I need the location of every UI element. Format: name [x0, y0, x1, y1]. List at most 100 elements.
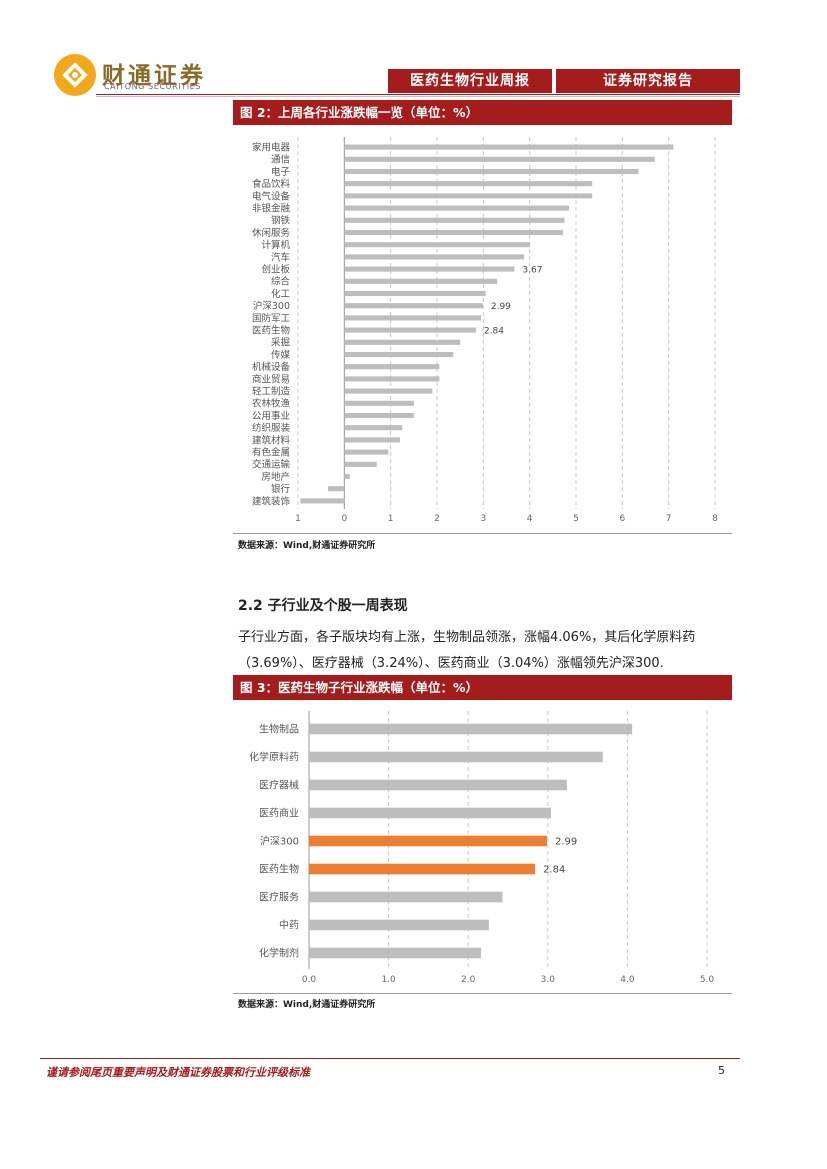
figure2-title: 图 2：上周各行业涨跌幅一览（单位：%）	[233, 100, 732, 125]
category-label: 食品饮料	[252, 178, 291, 190]
x-tick-label: 2	[434, 514, 440, 524]
category-label: 沪深300	[253, 300, 290, 312]
bar-e4baa4e9809ae8bf90e8be93	[344, 461, 377, 467]
bar-e5aeb6e794a8e794b5e599a8	[344, 144, 674, 150]
footer-disclaimer: 谨请参阅尾页重要声明及财通证券股票和行业评级标准	[46, 1066, 310, 1079]
category-label: 房地产	[261, 471, 290, 483]
category-label: 综合	[271, 276, 291, 288]
footer-divider	[40, 1058, 740, 1059]
x-tick-label: 3	[480, 514, 486, 524]
category-label: 计算机	[261, 239, 290, 251]
industry-change-bar-chart: 1 0 1 2 3 4 5 6 7 8 家用电器通信电子食品饮料电气设备非银金融钢铁休闲服务计算机汽…	[252, 137, 718, 524]
category-label: 电气设备	[252, 190, 291, 202]
bar-e993b6e8a18c	[328, 486, 345, 492]
bar-e5889be4b89ae69dbf	[344, 266, 515, 272]
category-label: 传媒	[271, 349, 291, 361]
figure3-source: 数据来源：Wind,财通证券研究所	[238, 1000, 376, 1010]
bar-e6b2aae6b7b1300	[309, 835, 548, 847]
bar-e58cbbe79697e599a8e6a2b0	[309, 779, 567, 791]
bar-e58c96e5ada6e588b6e58982	[309, 947, 481, 959]
figure2-rule	[233, 533, 732, 534]
figure3-rule	[233, 993, 732, 994]
bar-e992a2e99381	[344, 217, 565, 223]
report-class-badge: 证券研究报告	[556, 69, 740, 93]
category-label: 医药生物	[252, 325, 291, 337]
x-tick-label: 5	[573, 514, 579, 524]
bar-e4bca0e5aa92	[344, 351, 454, 358]
category-label: 轻工制造	[252, 386, 291, 398]
bar-e794b5e6b094e8aebee5a487	[344, 193, 593, 199]
x-tick-label: 1	[388, 514, 394, 524]
category-label: 中药	[279, 919, 299, 932]
category-label: 生物制品	[259, 723, 299, 736]
bar-e7bbbce59088	[344, 278, 498, 284]
category-label: 医药生物	[259, 863, 299, 876]
bar-e6b1bde8bda6	[344, 254, 525, 260]
x-tick-label: 0	[341, 514, 347, 524]
category-label: 商业贸易	[252, 373, 290, 385]
category-label: 化学原料药	[249, 751, 299, 764]
category-label: 国防军工	[252, 312, 291, 324]
category-label: 非银金融	[252, 203, 291, 215]
subindustry-change-bar-chart: 0.0 1.0 2.0 3.0 4.0 5.0 生物制品化学原料药医疗器械医药商业沪深300…	[249, 711, 715, 985]
bar-e59bbde998b2e5869be5b7a5	[344, 315, 482, 321]
bar-e8bdbbe5b7a5e588b6e980a0	[344, 388, 433, 394]
caitong-logo-icon	[54, 54, 96, 96]
bar-e5869ce69e97e789a7e6b894	[344, 400, 414, 406]
data-label: 2.99	[491, 302, 511, 312]
category-label: 纺织服装	[252, 422, 291, 434]
category-label: 建筑材料	[252, 434, 291, 446]
category-label: 汽车	[271, 251, 290, 263]
bar-e58cbbe79697e69c8de58aa1	[309, 891, 503, 903]
bar-e58cbbe88dafe7949fe789a9	[309, 863, 536, 875]
bar-e7babae7bb87e69c8de8a385	[344, 425, 403, 431]
x-tick-label: 1.0	[381, 975, 396, 985]
x-tick-label: 4.0	[620, 975, 635, 985]
category-label: 建筑装饰	[252, 495, 290, 507]
x-tick-label: 7	[666, 514, 672, 524]
bar-e58cbbe88dafe7949fe789a9	[344, 327, 476, 333]
category-label: 医疗器械	[259, 779, 299, 792]
category-label: 通信	[271, 154, 290, 166]
bar-e69cbae6a2b0e8aebee5a487	[344, 364, 440, 370]
category-label: 有色金属	[252, 447, 290, 459]
bar-e58c96e5b7a5	[344, 290, 486, 297]
bar-e6b2aae6b7b1300	[344, 303, 483, 309]
bar-e5bbbae7ad91e69d90e69699	[344, 437, 400, 443]
bar-e9809ae4bfa1	[344, 156, 655, 162]
category-label: 医疗服务	[259, 891, 299, 904]
bar-e9a39fe59381e9a5aee69699	[344, 181, 593, 187]
category-label: 家用电器	[252, 142, 291, 154]
data-label: 2.84	[484, 327, 504, 337]
x-tick-label: 1	[295, 514, 301, 524]
page-number: 5	[718, 1064, 725, 1077]
bar-e7949fe789a9e588b6e59381	[309, 723, 633, 735]
data-label: 2.99	[555, 837, 577, 848]
bar-e4bc91e997b2e69c8de58aa1	[344, 229, 564, 236]
data-label: 2.84	[543, 865, 565, 876]
x-tick-label: 4	[527, 514, 533, 524]
bar-e58c96e5ada6e58e9fe69699	[309, 751, 603, 763]
category-label: 农林牧渔	[252, 398, 291, 410]
category-label: 机械设备	[252, 361, 291, 373]
figure2-source: 数据来源：Wind,财通证券研究所	[238, 541, 376, 551]
bar-e99d9ee993b6e98791e89e8d	[344, 205, 570, 211]
x-tick-label: 8	[712, 514, 718, 524]
header-divider-light	[96, 96, 740, 97]
x-tick-label: 2.0	[461, 975, 476, 985]
x-tick-label: 5.0	[700, 975, 715, 985]
section-paragraph-line2: （3.69%）、医疗器械（3.24%）、医药商业（3.04%）涨幅领先沪深300…	[238, 656, 664, 671]
bar-e585ace794a8e4ba8be4b89a	[344, 412, 414, 419]
category-label: 休闲服务	[252, 227, 291, 239]
section-title: 2.2 子行业及个股一周表现	[238, 598, 408, 614]
bar-e688bfe59cb0e4baa7	[344, 473, 350, 480]
category-label: 沪深300	[260, 835, 299, 848]
category-label: 医药商业	[259, 807, 299, 820]
bar-e59586e4b89ae8b4b8e69893	[344, 376, 440, 382]
category-label: 采掘	[271, 337, 290, 349]
category-label: 电子	[271, 166, 291, 178]
bar-e4b8ade88daf	[309, 919, 489, 931]
category-label: 银行	[271, 483, 291, 495]
x-tick-label: 6	[619, 514, 625, 524]
bar-e58cbbe88dafe59586e4b89a	[309, 807, 551, 819]
